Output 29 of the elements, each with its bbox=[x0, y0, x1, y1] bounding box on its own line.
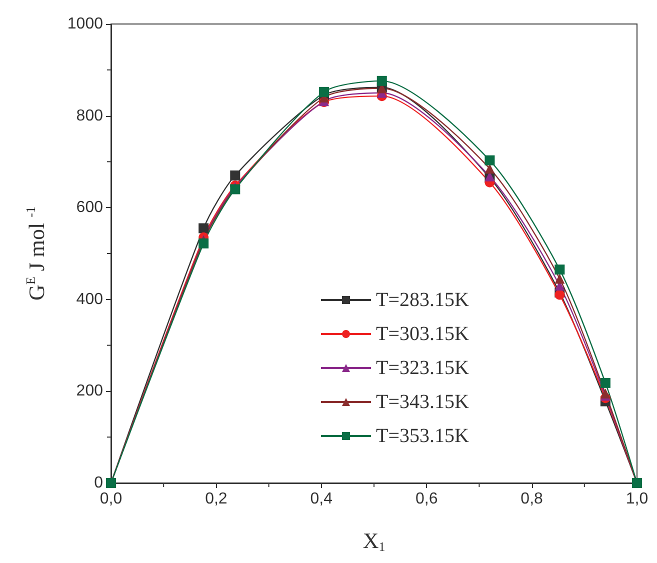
point bbox=[319, 86, 330, 97]
point bbox=[376, 76, 387, 86]
x-tick-label: 1,0 bbox=[626, 490, 648, 508]
x-tick-label: 0,0 bbox=[100, 490, 122, 508]
x-tick-label: 0,8 bbox=[520, 490, 544, 508]
y-axis-title: GE J mol -1 bbox=[23, 206, 49, 300]
legend-label: T=353.15K bbox=[376, 425, 470, 447]
point bbox=[198, 223, 209, 234]
point bbox=[600, 388, 610, 398]
y-tick-label: 400 bbox=[76, 290, 104, 308]
point bbox=[230, 170, 240, 180]
y-tick-label: 1000 bbox=[67, 16, 104, 32]
y-tick-label: 600 bbox=[76, 199, 104, 216]
point bbox=[484, 164, 495, 174]
x-tick-label: 0,2 bbox=[205, 490, 228, 508]
legend-label: T=283.15K bbox=[376, 289, 470, 311]
y-tick-label: 800 bbox=[76, 107, 104, 124]
x-tick-label: 0,6 bbox=[415, 490, 438, 508]
x-tick-label: 0,4 bbox=[310, 490, 333, 508]
point bbox=[198, 238, 209, 248]
legend-label: T=343.15K bbox=[376, 391, 470, 413]
legend-label: T=323.15K bbox=[376, 357, 470, 379]
point bbox=[600, 378, 610, 388]
y-tick-label: 200 bbox=[76, 382, 104, 400]
legend-label: T=303.15K bbox=[376, 323, 470, 345]
point bbox=[484, 155, 495, 166]
point bbox=[554, 274, 565, 284]
y-tick-label: 0 bbox=[94, 474, 104, 492]
point bbox=[554, 264, 565, 275]
